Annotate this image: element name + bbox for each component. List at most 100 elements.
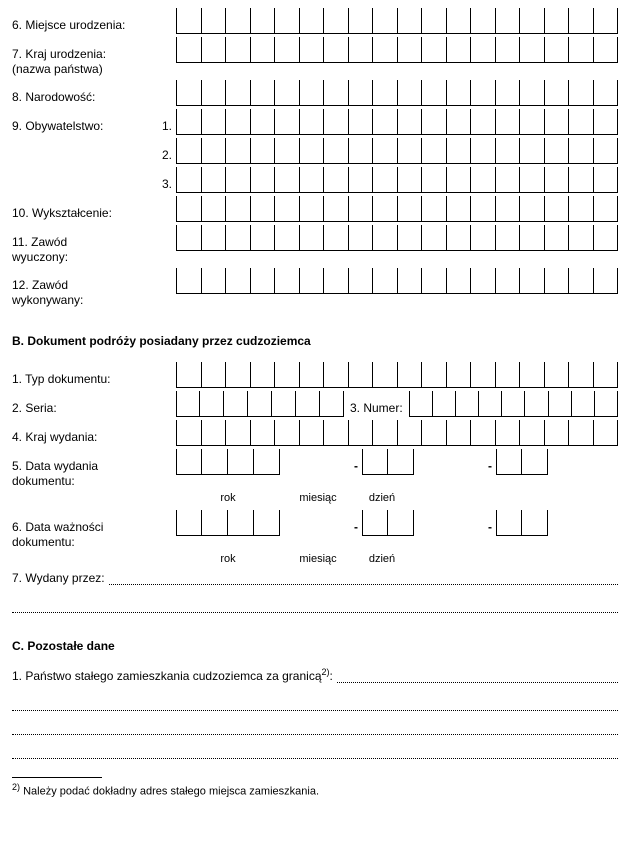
input-cell[interactable] [447,8,472,34]
input-cell[interactable] [545,109,570,135]
input-cell[interactable] [520,37,545,63]
input-cell[interactable] [296,391,320,417]
input-cell[interactable] [520,268,545,294]
input-cell[interactable] [200,391,224,417]
input-cell[interactable] [226,196,251,222]
input-cell[interactable] [594,80,619,106]
input-cell[interactable] [545,167,570,193]
input-cell[interactable] [202,138,227,164]
input-cell[interactable] [447,268,472,294]
input-cell[interactable] [520,138,545,164]
input-cell[interactable] [226,362,251,388]
input-cell[interactable] [275,196,300,222]
input-cell[interactable] [422,362,447,388]
input-cell[interactable] [275,37,300,63]
input-cell[interactable] [422,268,447,294]
input-cell[interactable] [324,268,349,294]
input-cell[interactable] [447,80,472,106]
input-cell[interactable] [373,268,398,294]
input-cell[interactable] [373,80,398,106]
input-cell[interactable] [300,167,325,193]
input-cell[interactable] [251,138,276,164]
input-cell[interactable] [545,37,570,63]
input-cell[interactable] [202,196,227,222]
input-cell[interactable] [522,449,548,475]
input-cell[interactable] [447,196,472,222]
input-cell[interactable] [300,138,325,164]
input-cell[interactable] [398,362,423,388]
input-cell[interactable] [594,268,619,294]
input-cell[interactable] [525,391,548,417]
input-cell[interactable] [496,510,522,536]
dotted-input-line[interactable] [337,669,618,683]
input-cell[interactable] [324,138,349,164]
input-cell[interactable] [202,8,227,34]
input-cell[interactable] [398,8,423,34]
input-cell[interactable] [275,109,300,135]
input-cell[interactable] [226,138,251,164]
input-cell[interactable] [251,420,276,446]
input-cell[interactable] [251,109,276,135]
input-cell[interactable] [176,37,202,63]
input-cell[interactable] [349,138,374,164]
input-cell[interactable] [324,225,349,251]
input-cell[interactable] [594,8,619,34]
input-cell[interactable] [496,8,521,34]
input-cell[interactable] [594,138,619,164]
input-cell[interactable] [202,167,227,193]
input-cell[interactable] [349,109,374,135]
input-cell[interactable] [398,167,423,193]
input-cell[interactable] [433,391,456,417]
input-cell[interactable] [447,420,472,446]
input-cell[interactable] [569,80,594,106]
input-cell[interactable] [522,510,548,536]
input-cell[interactable] [549,391,572,417]
input-cell[interactable] [545,8,570,34]
input-cell[interactable] [228,449,254,475]
input-cell[interactable] [251,225,276,251]
input-cell[interactable] [398,109,423,135]
input-cell[interactable] [324,80,349,106]
input-cell[interactable] [300,268,325,294]
input-cell[interactable] [176,391,200,417]
input-cell[interactable] [373,167,398,193]
input-cell[interactable] [176,80,202,106]
input-cell[interactable] [226,225,251,251]
input-cell[interactable] [520,167,545,193]
input-cell[interactable] [471,225,496,251]
input-cell[interactable] [202,80,227,106]
input-cell[interactable] [226,420,251,446]
input-cell[interactable] [176,268,202,294]
input-cell[interactable] [569,420,594,446]
input-cell[interactable] [545,268,570,294]
input-cell[interactable] [202,268,227,294]
input-cell[interactable] [202,37,227,63]
input-cell[interactable] [545,196,570,222]
input-cell[interactable] [275,8,300,34]
input-cell[interactable] [569,268,594,294]
input-cell[interactable] [349,8,374,34]
input-cell[interactable] [275,167,300,193]
input-cell[interactable] [202,510,228,536]
input-cell[interactable] [479,391,502,417]
input-cell[interactable] [373,362,398,388]
input-cell[interactable] [248,391,272,417]
input-cell[interactable] [447,362,472,388]
input-cell[interactable] [398,196,423,222]
input-cell[interactable] [398,268,423,294]
input-cell[interactable] [300,362,325,388]
input-cell[interactable] [275,420,300,446]
input-cell[interactable] [176,510,202,536]
input-cell[interactable] [300,80,325,106]
input-cell[interactable] [594,37,619,63]
input-cell[interactable] [545,80,570,106]
input-cell[interactable] [520,362,545,388]
input-cell[interactable] [251,8,276,34]
input-cell[interactable] [349,225,374,251]
input-cell[interactable] [349,37,374,63]
input-cell[interactable] [324,420,349,446]
input-cell[interactable] [254,449,280,475]
input-cell[interactable] [471,37,496,63]
input-cell[interactable] [251,196,276,222]
input-cell[interactable] [422,8,447,34]
